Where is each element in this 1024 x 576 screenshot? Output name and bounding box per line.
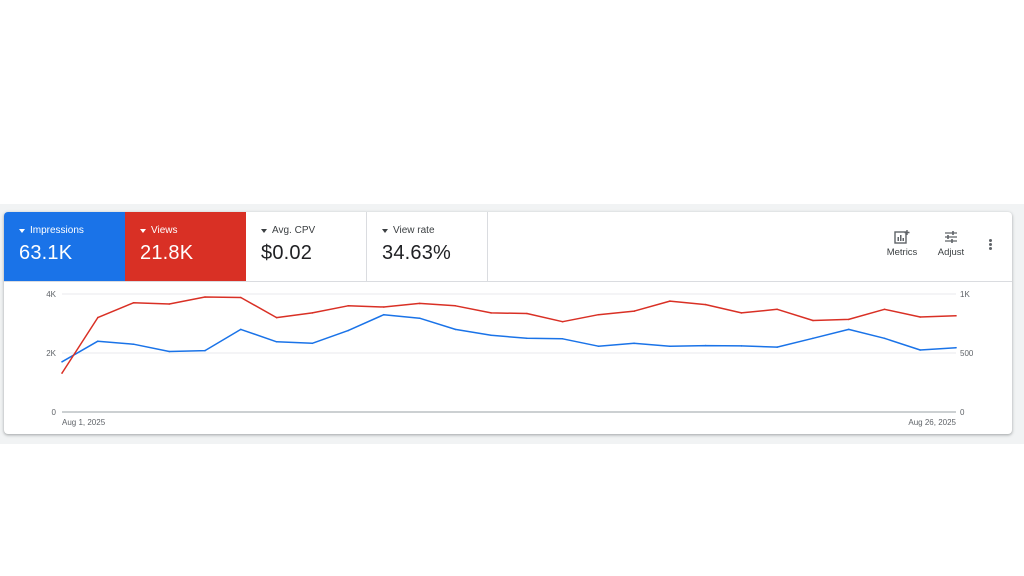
scorecard-label: Avg. CPV xyxy=(272,225,316,236)
scorecard-label: Views xyxy=(151,225,178,236)
series-1-point xyxy=(847,318,850,321)
series-1-point xyxy=(526,312,528,315)
scorecard-label: Impressions xyxy=(30,225,84,236)
series-0-point xyxy=(204,349,206,352)
scorecard-value: 21.8K xyxy=(140,242,194,264)
dropdown-caret-icon xyxy=(261,228,267,233)
chart-plus-icon xyxy=(894,230,910,244)
series-0-point xyxy=(847,328,850,331)
series-0-point xyxy=(955,346,957,349)
series-0-point xyxy=(383,313,385,316)
right-tick-label: 0 xyxy=(960,408,965,417)
series-0-point xyxy=(883,337,886,340)
series-0-point xyxy=(597,345,600,347)
series-1-point xyxy=(812,319,814,322)
series-0-point xyxy=(97,340,99,342)
series-0-point xyxy=(168,350,171,353)
performance-chart-card: Impressions 63.1K Views 21.8K Avg. CPV $… xyxy=(4,212,1012,434)
series-0-point xyxy=(561,338,564,340)
dropdown-caret-icon xyxy=(382,228,388,233)
adjust-button[interactable]: Adjust xyxy=(932,230,970,258)
x-end-label: Aug 26, 2025 xyxy=(908,418,956,427)
series-0-point xyxy=(132,343,135,345)
series-1-point xyxy=(97,316,99,319)
series-1-point xyxy=(704,303,707,306)
series-0-point xyxy=(776,346,778,348)
series-1-point xyxy=(454,305,457,307)
series-0-point xyxy=(490,334,492,337)
series-1-point xyxy=(311,312,314,314)
series-layer xyxy=(61,296,957,374)
series-0-point xyxy=(669,345,671,347)
series-0-point xyxy=(418,317,421,319)
dropdown-caret-icon xyxy=(140,228,146,233)
series-0-point xyxy=(347,329,349,332)
series-0-point xyxy=(311,342,314,345)
left-tick-label: 0 xyxy=(52,408,57,417)
series-0-point xyxy=(633,342,635,345)
scorecard-value: $0.02 xyxy=(261,242,313,264)
right-tick-label: 1K xyxy=(960,290,970,299)
series-1-point xyxy=(883,308,886,311)
tune-icon xyxy=(945,231,957,243)
series-0-point xyxy=(812,337,814,340)
series-1-point xyxy=(132,302,135,304)
series-0-point xyxy=(526,337,528,340)
scorecard-avg-cpv[interactable]: Avg. CPV $0.02 xyxy=(246,212,367,281)
series-1-point xyxy=(633,310,635,312)
adjust-label: Adjust xyxy=(937,247,965,258)
series-0-point xyxy=(740,345,743,347)
series-0-point xyxy=(275,341,278,343)
series-1-point xyxy=(204,296,206,298)
performance-line-chart: 4K 2K 0 1K 500 0 Aug 1, 2025 Aug 26, 202… xyxy=(46,290,974,427)
series-1-point xyxy=(955,315,957,317)
series-0-point xyxy=(240,328,242,331)
x-start-label: Aug 1, 2025 xyxy=(62,418,106,427)
series-0-point xyxy=(454,328,457,331)
series-0-point xyxy=(704,344,707,347)
scorecard-label: View rate xyxy=(393,225,435,236)
series-1-point xyxy=(597,313,600,316)
series-1-point xyxy=(275,316,278,319)
series-1-point xyxy=(669,300,671,302)
metrics-label: Metrics xyxy=(886,247,918,258)
series-1-point xyxy=(61,372,63,374)
series-line-0 xyxy=(61,313,957,363)
dropdown-caret-icon xyxy=(19,228,25,233)
series-1-point xyxy=(240,296,242,299)
metrics-button[interactable]: Metrics xyxy=(882,230,922,258)
series-line-1 xyxy=(61,296,957,374)
series-1-point xyxy=(740,312,743,314)
series-1-point xyxy=(418,302,421,305)
series-1-point xyxy=(168,303,171,305)
series-1-point xyxy=(490,312,492,314)
series-1-point xyxy=(347,305,349,307)
series-0-point xyxy=(919,349,921,351)
series-1-point xyxy=(561,320,564,323)
scorecard-views[interactable]: Views 21.8K xyxy=(125,212,246,281)
scorecard-value: 34.63% xyxy=(382,242,452,264)
left-tick-label: 2K xyxy=(46,349,56,358)
left-tick-label: 4K xyxy=(46,290,56,299)
series-1-point xyxy=(383,306,385,308)
scorecard-row: Impressions 63.1K Views 21.8K Avg. CPV $… xyxy=(4,212,1012,282)
right-tick-label: 500 xyxy=(960,349,974,358)
scorecard-value: 63.1K xyxy=(19,242,73,264)
series-0-point xyxy=(61,361,63,363)
scorecard-view-rate[interactable]: View rate 34.63% xyxy=(367,212,488,281)
scorecard-impressions[interactable]: Impressions 63.1K xyxy=(4,212,125,281)
series-1-point xyxy=(776,308,778,311)
series-1-point xyxy=(919,316,921,318)
more-vert-icon[interactable] xyxy=(986,238,994,254)
